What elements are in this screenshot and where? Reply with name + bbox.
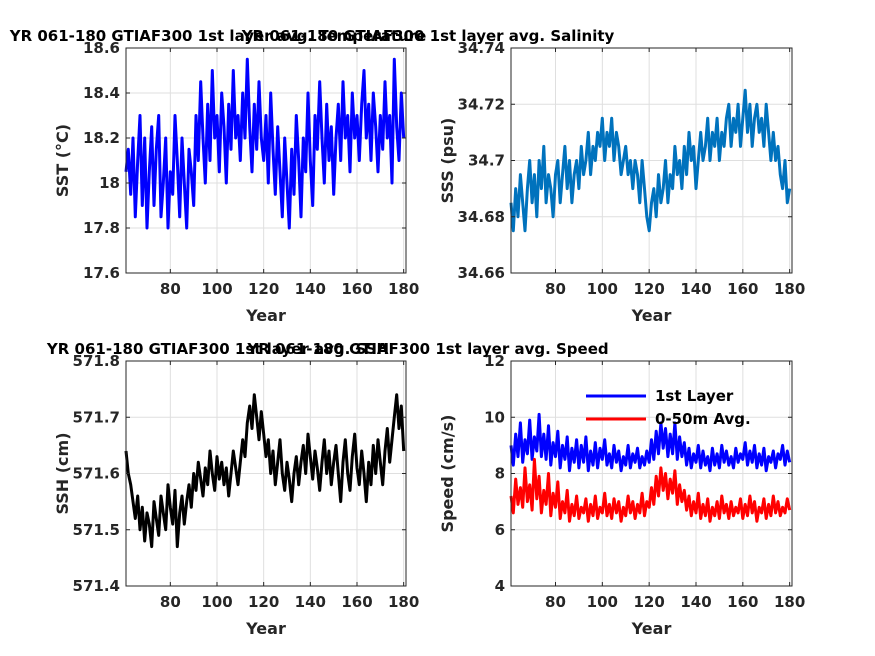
y-tick-label: 18 — [99, 174, 120, 192]
y-tick-label: 8 — [495, 465, 505, 483]
y-tick-label: 18.2 — [83, 129, 120, 147]
x-tick-label: 80 — [160, 593, 181, 611]
x-tick-label: 120 — [248, 593, 279, 611]
y-axis-label: SST (°C) — [53, 124, 72, 197]
x-tick-label: 100 — [201, 280, 232, 298]
series-group — [124, 57, 406, 230]
x-axis-label: Year — [631, 619, 672, 638]
y-tick-label: 12 — [484, 352, 505, 370]
x-tick-label: 100 — [201, 593, 232, 611]
axes-box — [125, 47, 407, 274]
y-tick-label: 34.7 — [468, 152, 505, 170]
x-tick-label: 100 — [587, 280, 618, 298]
x-tick-label: 100 — [587, 593, 618, 611]
y-tick-label: 17.8 — [83, 219, 120, 237]
y-tick-label: 17.6 — [83, 264, 120, 282]
y-tick-label: 571.6 — [73, 465, 120, 483]
x-axis-label: Year — [245, 619, 286, 638]
x-tick-label: 140 — [295, 593, 326, 611]
x-tick-label: 80 — [545, 280, 566, 298]
y-tick-label: 18.4 — [83, 84, 120, 102]
chart-title: YR 061-180 GTIAF300 1st layer avg. Speed — [246, 340, 608, 358]
y-tick-label: 18.6 — [83, 39, 120, 57]
x-tick-label: 160 — [727, 593, 758, 611]
x-axis-label: Year — [245, 306, 286, 325]
x-tick-label: 160 — [341, 280, 372, 298]
legend-entry: 0-50m Avg. — [655, 410, 751, 428]
x-axis-label: Year — [631, 306, 672, 325]
y-tick-label: 34.66 — [458, 264, 505, 282]
series-line-1 — [509, 88, 792, 233]
x-tick-label: 180 — [774, 593, 805, 611]
x-tick-label: 140 — [295, 280, 326, 298]
y-tick-label: 4 — [495, 577, 505, 595]
y-tick-label: 34.68 — [458, 208, 505, 226]
chart-title: YR 061-180 GTIAF300 1st layer avg. Tempe… — [9, 27, 427, 45]
x-tick-label: 120 — [634, 280, 665, 298]
y-tick-label: 571.7 — [73, 408, 120, 426]
chart-panel-1: 80 100 120 140 160 18017.617.81818.218.418.6Y… — [9, 27, 427, 325]
x-tick-label: 120 — [634, 593, 665, 611]
series-line-1 — [124, 57, 406, 230]
x-tick-label: 120 — [248, 280, 279, 298]
series-group — [124, 393, 406, 549]
y-tick-label: 571.5 — [73, 521, 120, 539]
chart-title: YR 061-180 GTIAF300 1st layer avg. SSH — [46, 340, 389, 358]
chart-title: YR 061-180 GTIAF300 1st layer avg. Salin… — [241, 27, 615, 45]
x-tick-label: 140 — [680, 593, 711, 611]
x-tick-label: 180 — [774, 280, 805, 298]
series-group — [509, 88, 792, 233]
chart-panel-2: 80 100 120 140 160 180 34.66 34.68 34.7 34.72 34.7… — [241, 27, 806, 325]
chart-panel-4: 80 100 120 140 160 180 4 6 8 10 12 Year Speed (cm/s)… — [246, 340, 805, 638]
x-tick-label: 160 — [727, 280, 758, 298]
x-tick-label: 180 — [388, 280, 419, 298]
x-tick-label: 160 — [341, 593, 372, 611]
legend: 1st Layer 0-50m Avg. — [586, 387, 751, 428]
y-tick-label: 571.4 — [73, 577, 120, 595]
y-axis-label: SSH (cm) — [53, 432, 72, 514]
y-tick-label: 6 — [495, 521, 505, 539]
series-line-1 — [124, 393, 406, 549]
y-tick-label: 571.8 — [73, 352, 120, 370]
y-axis-label: Speed (cm/s) — [438, 415, 457, 533]
y-tick-label: 34.74 — [458, 39, 505, 57]
x-tick-label: 180 — [388, 593, 419, 611]
series-line-2 — [509, 457, 792, 523]
y-tick-label: 34.72 — [458, 95, 505, 113]
y-axis-label: SSS (psu) — [438, 118, 457, 204]
series-line-1 — [509, 412, 792, 473]
x-tick-label: 80 — [545, 593, 566, 611]
x-tick-label: 80 — [160, 280, 181, 298]
y-tick-label: 10 — [484, 408, 505, 426]
chart-panel-3: 80 100 120 140 160 180 571.4 571.5 571.6 571.7 571… — [46, 340, 419, 638]
series-group — [509, 412, 792, 523]
x-tick-label: 140 — [680, 280, 711, 298]
legend-entry: 1st Layer — [655, 387, 734, 405]
